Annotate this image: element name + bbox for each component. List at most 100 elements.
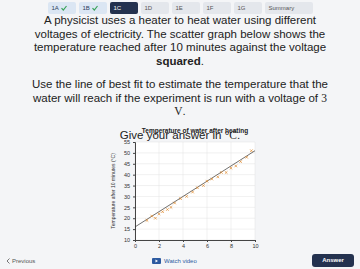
grid-line <box>207 142 208 240</box>
chart-svg: 024681010152025303540455055Temperature o… <box>95 124 270 252</box>
tick-label: 10 <box>124 237 130 243</box>
data-point <box>220 171 223 174</box>
tab[interactable]: 1B <box>79 2 107 14</box>
data-point <box>161 210 164 213</box>
tick: 50 <box>124 150 135 156</box>
data-point <box>179 197 182 200</box>
data-point <box>154 217 157 220</box>
tick-label: 10 <box>252 243 258 249</box>
chart-title: Temperature of water after heating <box>142 127 248 135</box>
tab[interactable]: 1E <box>172 2 200 14</box>
tick-label: 0 <box>134 243 137 249</box>
tick: 8 <box>230 240 233 249</box>
tick-mark <box>159 240 160 242</box>
answer-button[interactable]: Answer <box>312 254 354 267</box>
data-point <box>217 176 220 179</box>
tab-label: 1C <box>114 2 122 14</box>
data-point <box>206 180 209 183</box>
watch-video-button[interactable]: Watch video <box>152 258 197 264</box>
data-point <box>173 202 176 205</box>
tab[interactable]: Summary <box>265 2 313 14</box>
tick-mark <box>255 240 256 242</box>
data-point <box>166 208 169 211</box>
axis-line <box>136 241 256 243</box>
tick-label: 30 <box>124 194 130 200</box>
paragraph: Use the line of best fit to estimate the… <box>28 78 332 119</box>
grid-line <box>183 142 184 240</box>
line-of-best-fit <box>135 151 255 227</box>
text-run: squared <box>156 55 201 67</box>
tab[interactable]: 1F <box>203 2 231 14</box>
tick: 15 <box>124 226 135 232</box>
tick-mark <box>133 164 135 165</box>
tab-label: Summary <box>269 2 295 14</box>
paragraph: A physicist uses a heater to heat water … <box>28 14 332 68</box>
chart: 024681010152025303540455055Temperature o… <box>95 124 270 256</box>
tick-mark <box>133 175 135 176</box>
tick-mark <box>133 142 135 143</box>
data-point <box>170 206 173 209</box>
grid-line <box>135 196 255 197</box>
grid-line <box>135 163 255 164</box>
tick: 0 <box>134 240 137 249</box>
data-point <box>191 191 194 194</box>
tick-mark <box>207 240 208 242</box>
tab-label: 1E <box>176 2 183 14</box>
chevron-icon <box>6 258 10 264</box>
y-axis: 10152025303540455055 <box>124 139 136 243</box>
tick-mark <box>133 229 135 230</box>
footer: Previous Watch video Answer <box>0 253 360 269</box>
tick-label: 25 <box>124 205 130 211</box>
tick: 6 <box>206 240 209 249</box>
tick: 4 <box>182 240 185 249</box>
tick-label: 2 <box>158 243 161 249</box>
data-point <box>235 165 238 168</box>
data-point <box>158 213 161 216</box>
tab-label: 1G <box>238 2 246 14</box>
tick-mark <box>133 207 135 208</box>
grid-line <box>255 142 256 240</box>
grid-line <box>135 142 255 143</box>
tick: 25 <box>124 205 135 211</box>
play-triangle <box>156 260 159 263</box>
button-label: Answer <box>322 257 344 263</box>
video-icon-bg <box>152 258 161 264</box>
tick-mark <box>133 218 135 219</box>
tab[interactable]: 1D <box>141 2 169 14</box>
grid-line <box>135 152 255 153</box>
tab-label: 1A <box>52 2 59 14</box>
data-point <box>146 219 149 222</box>
previous-button[interactable]: Previous <box>6 258 35 264</box>
grid-line <box>159 142 160 240</box>
tick-label: 35 <box>124 183 130 189</box>
tick: 10 <box>252 240 258 249</box>
data-point <box>211 178 214 181</box>
grid-line <box>135 185 255 186</box>
tick-mark <box>133 196 135 197</box>
text-run: . <box>201 55 204 67</box>
check-mark <box>92 6 97 10</box>
grid-line <box>135 207 255 208</box>
tick-label: 55 <box>124 139 130 145</box>
tab[interactable]: 1A <box>48 2 76 14</box>
data-point <box>250 149 253 152</box>
button-label: Watch video <box>164 258 197 264</box>
check-icon <box>92 5 98 11</box>
grid-line <box>135 229 255 230</box>
tab[interactable]: 1G <box>234 2 262 14</box>
data-point <box>196 186 199 189</box>
grid-line <box>231 142 232 240</box>
chevron <box>7 259 10 264</box>
text-run: Use the line of best fit to estimate the… <box>32 78 328 104</box>
data-point <box>225 171 228 174</box>
text-run: . <box>183 105 186 117</box>
tick-mark <box>133 153 135 154</box>
tick-mark <box>183 240 184 242</box>
tick: 10 <box>124 237 135 243</box>
tick: 35 <box>124 183 135 189</box>
tick-label: 6 <box>206 243 209 249</box>
tab[interactable]: 1C <box>110 2 138 14</box>
tick-label: 15 <box>124 226 130 232</box>
tick-mark <box>133 240 135 241</box>
check-icon <box>61 5 67 11</box>
